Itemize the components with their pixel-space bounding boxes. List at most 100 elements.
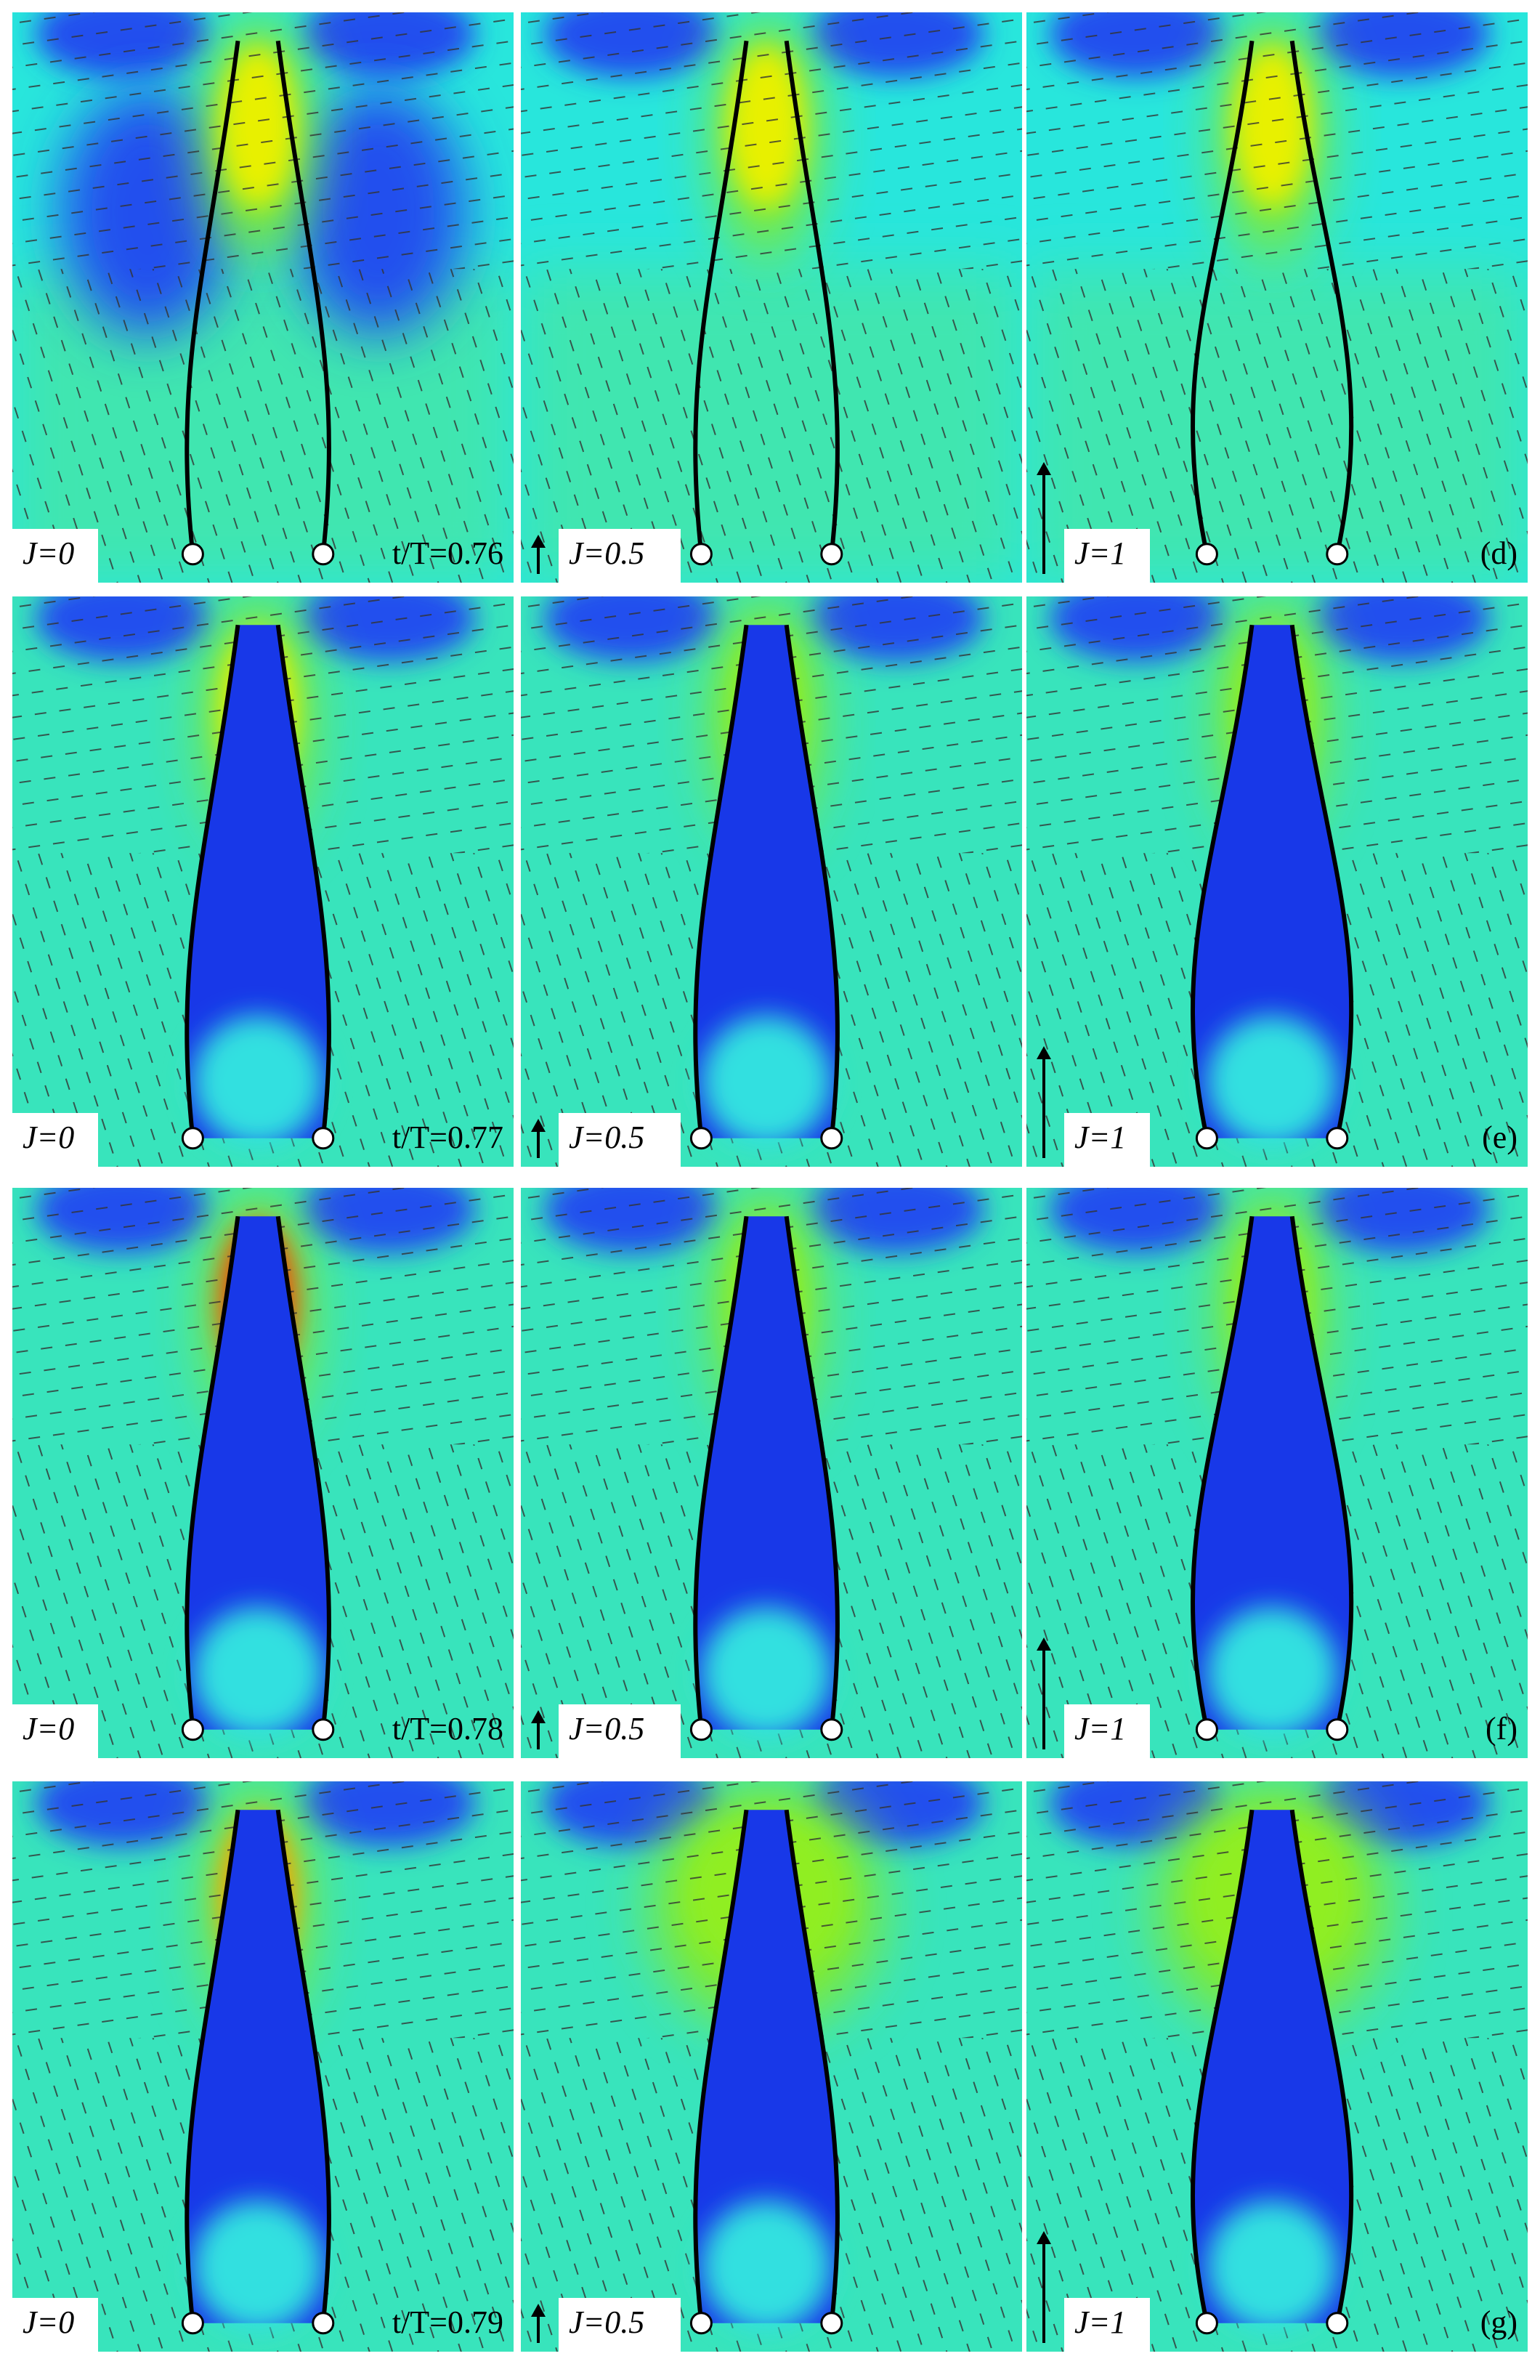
label-box — [12, 1704, 98, 1758]
filament — [1190, 1215, 1255, 1731]
pivot — [689, 2312, 713, 2335]
wake — [1207, 1607, 1338, 1739]
panel-content: J=1 (e) — [1026, 596, 1528, 1167]
filament — [185, 40, 240, 555]
j-label: J=1 — [1074, 1120, 1126, 1155]
panel-content: J=1 (d) — [1026, 12, 1528, 583]
filament — [275, 40, 331, 555]
label-box — [12, 529, 98, 583]
wake — [701, 1607, 832, 1739]
pivot — [312, 1127, 335, 1150]
filament-fill — [695, 625, 838, 1138]
filament — [1289, 1215, 1354, 1731]
label-box — [559, 1113, 681, 1167]
panel-content: J=0 t/T=0.77 — [12, 596, 514, 1167]
pivot — [689, 543, 713, 566]
scale-arrow-head — [1037, 1046, 1051, 1059]
label-box — [559, 2298, 681, 2352]
pivot — [820, 1127, 843, 1150]
filament — [185, 1215, 240, 1731]
panel: J=1 (f) — [1026, 1188, 1528, 1758]
filament — [275, 1809, 331, 2324]
filament-fill — [187, 625, 329, 1138]
panel-content: J=0.5 — [521, 1188, 1022, 1758]
filament — [1190, 624, 1255, 1139]
panel-content: J=0.5 — [521, 596, 1022, 1167]
panel-content: J=0 t/T=0.76 — [12, 12, 514, 583]
filament — [1289, 1809, 1354, 2324]
j-label: J=1 — [1074, 535, 1126, 571]
label-box — [12, 2298, 98, 2352]
pivot — [312, 543, 335, 566]
wake — [701, 1016, 832, 1147]
j-label: J=1 — [1074, 2304, 1126, 2340]
wake — [701, 2201, 832, 2332]
panel-content: J=1 (f) — [1026, 1188, 1528, 1758]
filament — [784, 40, 840, 555]
filament — [185, 624, 240, 1139]
filament — [693, 624, 749, 1139]
filament-fill — [695, 1810, 838, 2323]
filament — [275, 624, 331, 1139]
filament — [784, 624, 840, 1139]
label-box — [1064, 529, 1150, 583]
panel: J=1 (g) — [1026, 1781, 1528, 2352]
pivot — [181, 1127, 204, 1150]
panel: J=0.5 — [521, 596, 1022, 1167]
filament — [784, 1809, 840, 2324]
scale-arrow-head — [531, 535, 546, 548]
j-label: J=0.5 — [569, 1711, 644, 1746]
scale-arrow-head — [531, 2304, 546, 2317]
filament — [784, 1215, 840, 1731]
pivot — [181, 1718, 204, 1741]
label-box — [559, 1704, 681, 1758]
quiver — [1026, 12, 1528, 270]
scale-arrow-head — [1037, 1638, 1051, 1651]
pivot — [1326, 543, 1349, 566]
filament — [185, 1809, 240, 2324]
pivot — [312, 2312, 335, 2335]
j-label: J=0 — [23, 2304, 74, 2340]
scale-arrow-head — [1037, 462, 1051, 475]
wake — [1207, 2201, 1338, 2332]
panel-content: J=0 t/T=0.79 — [12, 1781, 514, 2352]
scale-arrow-head — [531, 1119, 546, 1132]
wake — [192, 1016, 324, 1147]
j-label: J=0 — [23, 1711, 74, 1746]
label-box — [1064, 1704, 1150, 1758]
panel-content: J=0.5 — [521, 1781, 1022, 2352]
j-label: J=1 — [1074, 1711, 1126, 1746]
panel-content: J=0 t/T=0.78 — [12, 1188, 514, 1758]
pivot — [181, 2312, 204, 2335]
pivot — [820, 1718, 843, 1741]
filament — [1289, 40, 1354, 555]
quiver — [12, 12, 514, 270]
time-label: t/T=0.77 — [392, 1120, 503, 1155]
pivot — [820, 543, 843, 566]
pivot — [1195, 1127, 1218, 1150]
panel: J=0.5 — [521, 12, 1022, 583]
panel-label: (e) — [1482, 1120, 1517, 1155]
scale-arrow-head — [531, 1710, 546, 1723]
pivot — [820, 2312, 843, 2335]
j-label: J=0.5 — [569, 535, 644, 571]
filament-fill — [187, 1810, 329, 2323]
panel-label: (f) — [1486, 1711, 1517, 1746]
filament — [1190, 1809, 1255, 2324]
filament-fill — [695, 1216, 838, 1730]
panel: J=0 t/T=0.76 — [12, 12, 514, 583]
panel: J=1 (d) — [1026, 12, 1528, 583]
filament-fill — [187, 1216, 329, 1730]
wake — [1207, 1016, 1338, 1147]
pivot — [181, 543, 204, 566]
filament — [693, 1809, 749, 2324]
filament — [1190, 40, 1255, 555]
time-label: t/T=0.76 — [392, 535, 503, 571]
pivot — [689, 1127, 713, 1150]
pivot — [1195, 2312, 1218, 2335]
j-label: J=0 — [23, 1120, 74, 1155]
panel: J=1 (e) — [1026, 596, 1528, 1167]
wake — [192, 1607, 324, 1739]
pivot — [1195, 543, 1218, 566]
panel: J=0.5 — [521, 1188, 1022, 1758]
